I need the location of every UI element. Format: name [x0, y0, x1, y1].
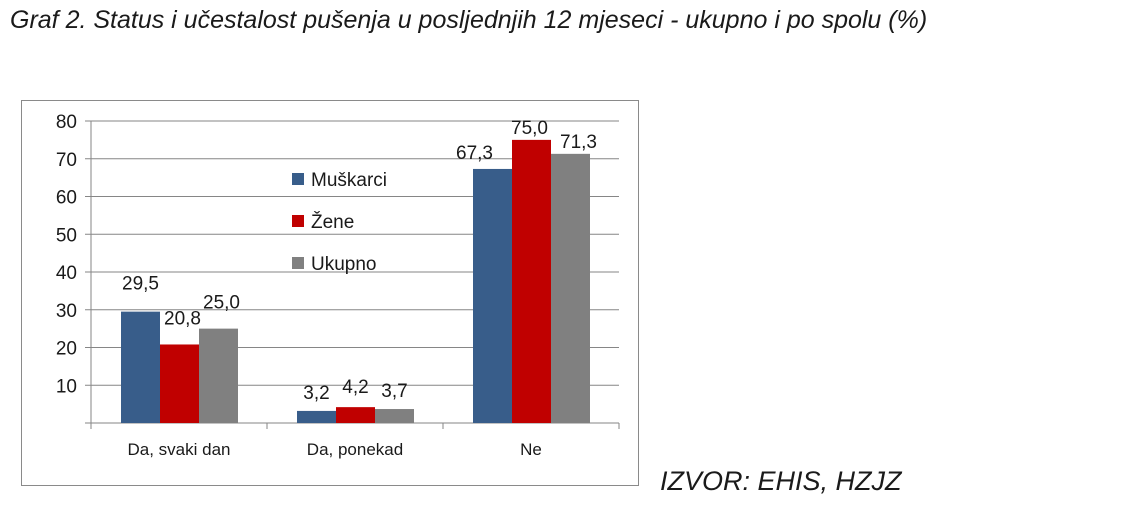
legend-swatch: [292, 173, 304, 185]
legend-label: Muškarci: [311, 170, 387, 191]
x-tick-label: Da, ponekad: [307, 440, 403, 459]
data-label: 71,3: [560, 132, 597, 153]
x-tick-label: Ne: [520, 440, 542, 459]
chart-title: Graf 2. Status i učestalost pušenja u po…: [10, 6, 928, 34]
legend-swatch: [292, 257, 304, 269]
bar-chart: 10 20 30 40 50 60 70 80 29,520,825,0 Da, svaki da…: [56, 112, 620, 459]
data-label: 67,3: [456, 143, 493, 164]
data-label: 25,0: [203, 293, 240, 314]
bar: [199, 328, 238, 423]
data-label: 29,5: [122, 274, 159, 295]
data-label: 20,8: [164, 308, 201, 329]
legend-swatch: [292, 215, 304, 227]
bar: [473, 168, 512, 423]
y-tick-label: 40: [56, 263, 77, 284]
data-label: 4,2: [342, 377, 368, 398]
bar: [160, 344, 199, 423]
y-tick-label: 20: [56, 339, 77, 360]
data-label: 75,0: [511, 118, 548, 139]
legend-label: Žene: [311, 211, 354, 233]
x-tick-label: Da, svaki dan: [128, 440, 231, 459]
bar: [121, 311, 160, 423]
y-tick-label: 70: [56, 150, 77, 171]
bar: [512, 139, 551, 423]
y-tick-label: 80: [56, 112, 77, 133]
data-label: 3,7: [381, 381, 407, 402]
y-tick-label: 10: [56, 376, 77, 397]
bar: [297, 410, 336, 423]
chart-area: 10 20 30 40 50 60 70 80 29,5 20,8 25,0 Da, svaki da…: [21, 100, 639, 486]
bar: [551, 153, 590, 423]
legend-label: Ukupno: [311, 254, 377, 275]
y-tick-label: 60: [56, 188, 77, 209]
y-tick-label: 30: [56, 301, 77, 322]
source-label: IZVOR: EHIS, HZJZ: [660, 466, 902, 496]
bar: [336, 407, 375, 423]
data-label: 3,2: [303, 383, 329, 404]
y-tick-label: 50: [56, 225, 77, 246]
bar: [375, 409, 414, 423]
